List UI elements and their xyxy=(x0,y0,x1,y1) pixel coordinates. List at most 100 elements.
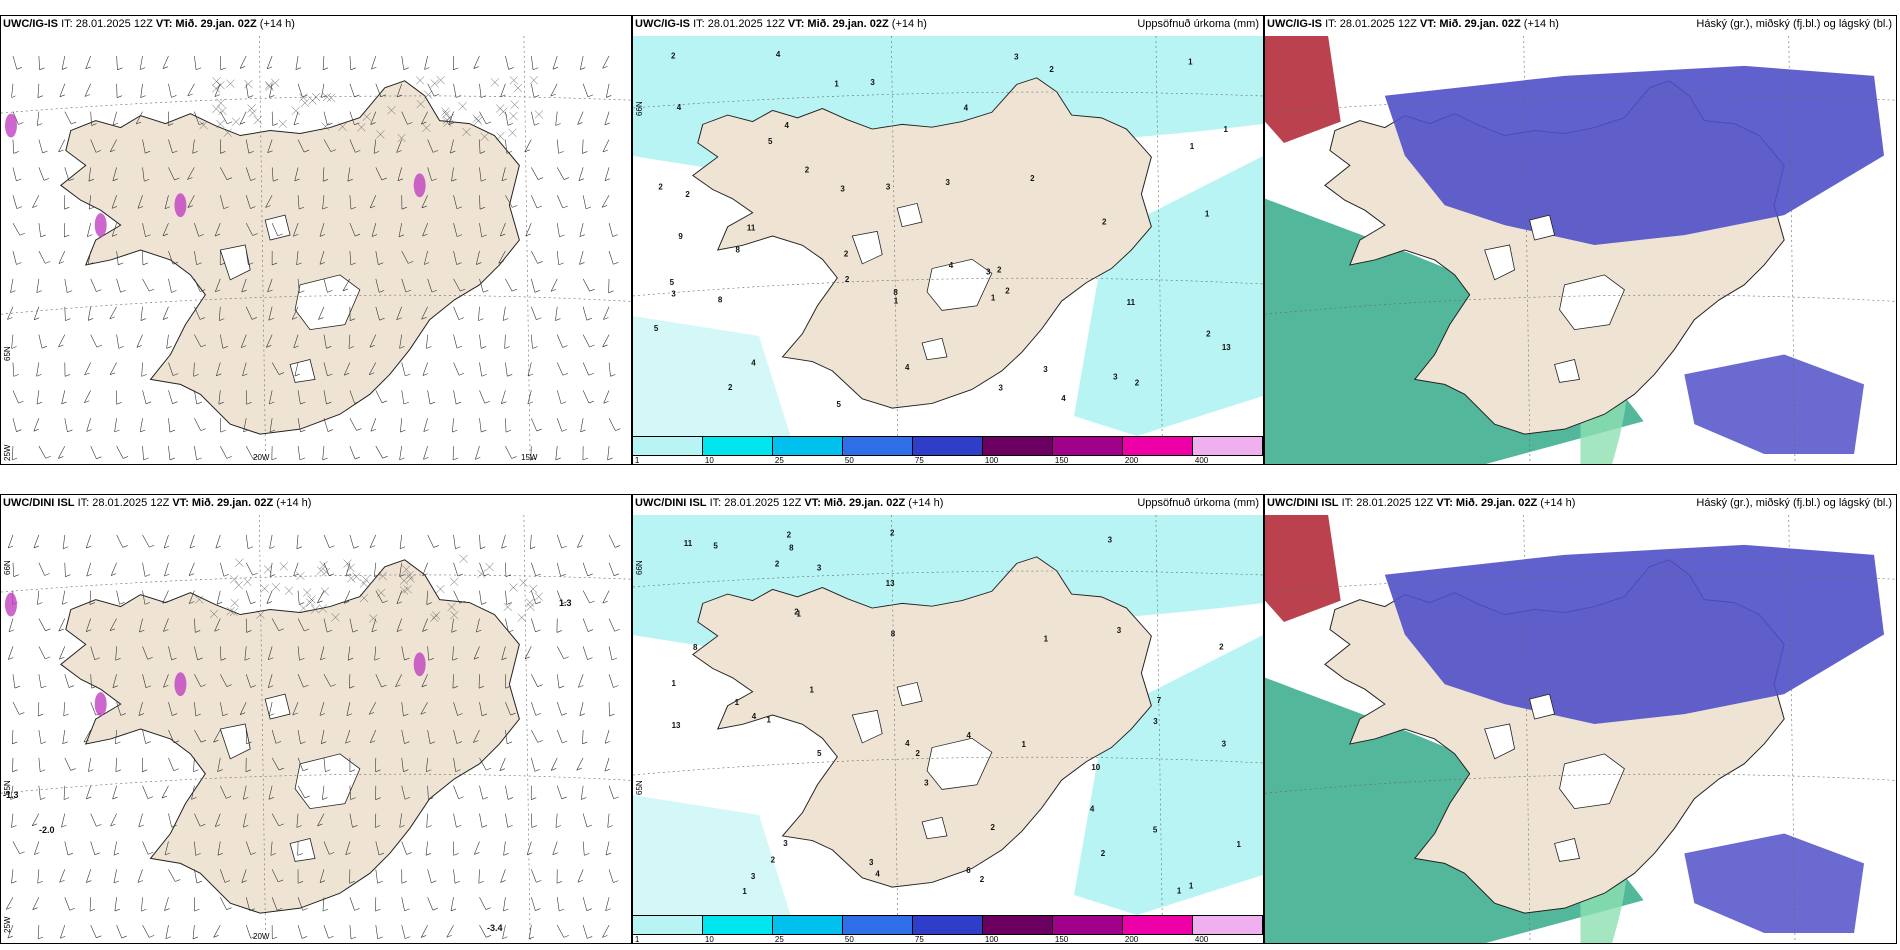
wind-barb xyxy=(453,250,457,265)
wind-barb xyxy=(33,317,40,321)
wind-barb xyxy=(457,573,463,577)
precip-map: 2 2 1 4 8 3 10 2 5 4 2 3 1 1 1 1 13 13 11 3 1 1 1 2 1 4 4 7 5 6 5 3 8 8 3 4… xyxy=(633,515,1263,915)
wind-barb xyxy=(505,574,512,577)
snow-hatch xyxy=(450,577,459,586)
wind-barb xyxy=(375,769,381,773)
wind-barb xyxy=(90,111,92,126)
wind-barb xyxy=(162,233,169,237)
wind-barb xyxy=(320,729,325,744)
wind-barb xyxy=(188,573,195,576)
wind-barb xyxy=(194,390,198,405)
wind-barb xyxy=(45,455,51,459)
wind-barb xyxy=(584,853,590,856)
snow-hatch xyxy=(212,104,221,114)
wind-barb xyxy=(32,907,38,910)
snow-hatch xyxy=(310,605,320,614)
wind-barb xyxy=(58,334,66,348)
precip-value: 4 xyxy=(1061,394,1066,403)
wind-barb xyxy=(377,880,383,884)
wind-barb xyxy=(398,234,405,238)
wind-barb xyxy=(524,149,530,153)
wind-barb xyxy=(327,122,333,126)
wind-barb xyxy=(401,55,405,70)
wind-barb xyxy=(421,674,428,688)
wind-barb xyxy=(297,590,300,605)
wind-barb xyxy=(40,234,46,238)
wind-barb xyxy=(327,373,333,377)
wind-barb xyxy=(582,278,590,292)
wind-barb xyxy=(7,317,13,320)
wind-barb xyxy=(61,67,68,70)
snow-hatch xyxy=(260,584,269,593)
wind-barb xyxy=(252,572,258,576)
snow-precip-spot xyxy=(174,672,187,697)
snow-hatch xyxy=(509,583,518,592)
wind-barb xyxy=(499,757,506,771)
panel-header: UWC/DINI ISL IT: 28.01.2025 12Z VT: Mið.… xyxy=(635,497,1259,509)
wind-barb xyxy=(352,825,358,828)
wind-barb xyxy=(278,823,284,827)
wind-barb xyxy=(562,601,568,604)
wind-barb xyxy=(501,390,506,404)
wind-barb xyxy=(512,205,518,208)
snow-hatch xyxy=(362,112,372,121)
wind-barb xyxy=(245,195,251,209)
wind-barb xyxy=(531,55,534,70)
wind-barb xyxy=(59,880,65,883)
wind-barb xyxy=(502,936,508,939)
wind-barb xyxy=(86,562,92,577)
wind-barb xyxy=(602,590,610,604)
wind-barb xyxy=(527,362,532,377)
wind-barb xyxy=(164,545,170,549)
wind-barb xyxy=(241,278,247,293)
wind-barb xyxy=(189,601,195,604)
wind-barb xyxy=(453,590,460,604)
wind-barb xyxy=(485,907,491,910)
wind-barb xyxy=(291,306,299,320)
snow-hatch xyxy=(230,598,239,608)
wind-barb xyxy=(319,713,326,716)
wind-barb xyxy=(278,372,285,375)
wind-barb xyxy=(164,206,171,210)
wind-barb xyxy=(505,111,509,126)
wind-barb xyxy=(270,853,276,856)
precip-value: 1 xyxy=(1189,882,1194,891)
wind-barb xyxy=(323,924,329,939)
colorbar-label: 10 xyxy=(704,456,714,465)
wind-barb xyxy=(37,925,40,940)
wind-barb xyxy=(421,935,427,938)
wind-barb xyxy=(562,372,568,376)
wind-barb xyxy=(527,390,532,404)
colorbar-swatch xyxy=(773,437,843,455)
wind-barb xyxy=(110,823,116,827)
snow-hatch xyxy=(218,106,227,116)
wind-barb xyxy=(552,66,559,70)
wind-barb xyxy=(555,318,561,321)
wind-barb xyxy=(586,908,592,911)
precip-value: 2 xyxy=(671,51,676,60)
wind-barb xyxy=(296,813,299,828)
wind-barb xyxy=(265,205,271,208)
wind-barb xyxy=(194,278,201,292)
wind-barb xyxy=(216,601,223,605)
wind-barb xyxy=(34,841,40,855)
precip-value: 1 xyxy=(1224,125,1229,134)
wind-barb xyxy=(378,262,384,265)
wind-barb xyxy=(582,334,590,348)
wind-barb xyxy=(94,657,100,661)
wind-barb xyxy=(61,590,66,605)
wind-barb xyxy=(59,869,66,883)
wind-barb xyxy=(534,769,540,772)
wind-barb xyxy=(580,429,586,433)
snow-hatch xyxy=(513,83,523,93)
wind-barb xyxy=(195,630,201,633)
wind-barb xyxy=(350,318,356,321)
wind-barb xyxy=(401,757,404,772)
colorbar: 1 10 25 50 75 100 150 200 400 xyxy=(633,915,1263,943)
wind-barb xyxy=(479,785,484,800)
wind-barb xyxy=(401,881,407,884)
wind-barb xyxy=(578,178,585,181)
wind-barb xyxy=(507,741,513,745)
wind-barb xyxy=(401,785,406,800)
wind-barb xyxy=(587,629,594,632)
